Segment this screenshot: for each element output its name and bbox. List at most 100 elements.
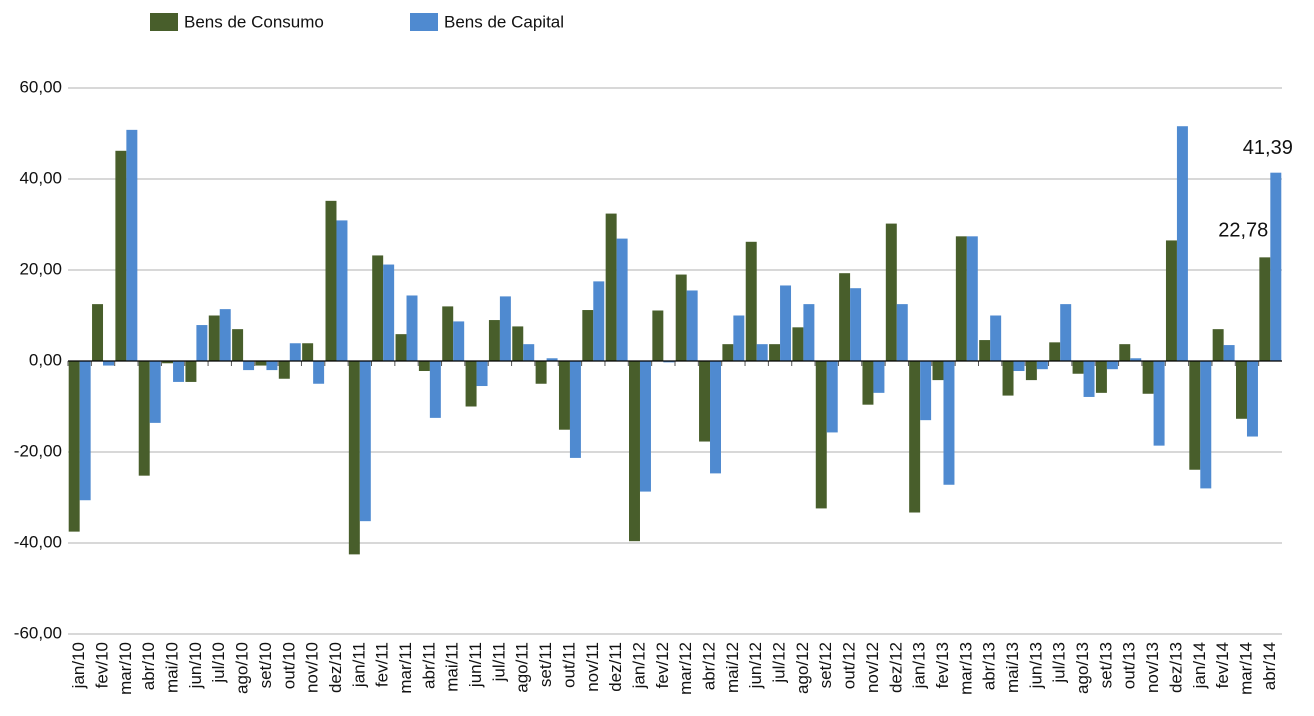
bar [839,273,851,361]
bar [686,290,698,361]
bar [792,327,804,361]
y-tick-label: 60,00 [19,77,62,96]
bar [745,241,757,361]
bar [1060,304,1072,361]
x-tick-label: ago/11 [513,642,532,693]
x-tick-label: jan/12 [629,642,648,689]
bar [873,361,885,393]
bar [1270,172,1282,361]
bar [1142,361,1154,394]
x-tick-label: out/13 [1120,642,1139,689]
bar [173,361,185,382]
x-tick-label: jun/11 [466,642,485,688]
bar [733,315,745,361]
x-tick-label: out/10 [279,642,298,689]
bar [629,361,640,542]
x-tick-label: jun/13 [1026,642,1045,689]
bar [558,361,570,430]
x-tick-label: mar/10 [116,642,135,695]
bar [429,361,441,418]
bar [138,361,150,476]
bar [196,325,208,361]
value-label: 22,78 [1218,220,1268,242]
bar [1189,361,1201,470]
bar [850,288,862,361]
bar [920,361,932,421]
bar [185,361,197,382]
bar [243,361,255,371]
bar [1072,361,1084,374]
bar [1002,361,1014,396]
bar [68,361,80,532]
y-tick-label: -40,00 [14,532,62,551]
x-tick-label: jun/12 [746,642,765,689]
bar [512,326,524,361]
legend-label: Bens de Consumo [184,12,324,31]
bar [1165,240,1177,361]
bar [826,361,838,433]
y-tick-label: 0,00 [29,350,62,369]
bar [616,238,628,361]
x-tick-label: abr/14 [1260,642,1279,690]
bar [372,255,384,361]
bar [442,306,454,361]
bar [675,274,687,361]
x-tick-label: set/13 [1096,642,1115,688]
bar [722,344,734,361]
x-tick-label: abr/12 [700,642,719,690]
bar [932,361,944,381]
x-tick-label: nov/10 [303,642,322,693]
bar [1176,126,1188,361]
bar [535,361,547,384]
bar [208,315,220,361]
x-tick-label: dez/10 [326,642,345,693]
x-tick-label: fev/14 [1213,642,1232,688]
bar [909,361,921,513]
bar [1036,361,1048,370]
bar [1200,361,1212,489]
bar [1083,361,1095,397]
bar [149,361,161,423]
x-tick-label: nov/11 [583,642,602,692]
bar [1106,361,1118,370]
bar [780,285,792,361]
x-tick-label: ago/12 [793,642,812,694]
bar [523,344,535,361]
y-tick-label: 40,00 [19,168,62,187]
bar [383,264,395,361]
x-tick-label: fev/10 [93,642,112,688]
bar [1236,361,1247,419]
bar [266,361,278,371]
bar [885,223,897,361]
x-tick-label: ago/13 [1073,642,1092,694]
x-tick-label: fev/11 [373,642,392,687]
x-tick-label: mar/12 [676,642,695,695]
x-tick-label: mai/11 [443,642,462,692]
bar [278,361,290,379]
bar [663,361,675,363]
bar [395,334,407,361]
bar [255,361,267,366]
bar [1212,329,1224,361]
bar [955,236,967,361]
bar [1259,257,1271,361]
bar [1025,361,1037,381]
y-tick-label: -60,00 [14,623,62,642]
bar [453,321,465,361]
x-tick-label: dez/13 [1166,642,1185,693]
value-label: 41,39 [1243,137,1293,159]
x-tick-label: mar/13 [956,642,975,695]
bar [103,361,114,366]
bar [605,213,617,361]
x-tick-label: mai/10 [163,642,182,693]
bar [699,361,711,442]
bar [943,361,955,485]
bar [232,329,244,361]
x-tick-label: dez/11 [606,642,625,692]
bar [582,310,594,361]
bar [1153,361,1165,446]
y-tick-label: 20,00 [19,259,62,278]
x-tick-label: set/10 [256,642,275,688]
x-tick-label: mai/12 [723,642,742,693]
